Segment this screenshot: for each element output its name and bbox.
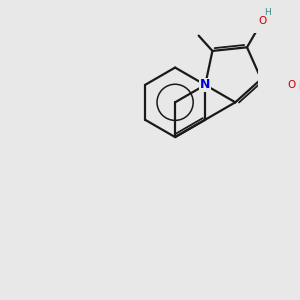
Text: N: N bbox=[200, 78, 210, 92]
Text: H: H bbox=[298, 83, 300, 92]
Text: O: O bbox=[258, 16, 267, 26]
Text: H: H bbox=[265, 8, 271, 16]
Text: O: O bbox=[287, 80, 296, 91]
